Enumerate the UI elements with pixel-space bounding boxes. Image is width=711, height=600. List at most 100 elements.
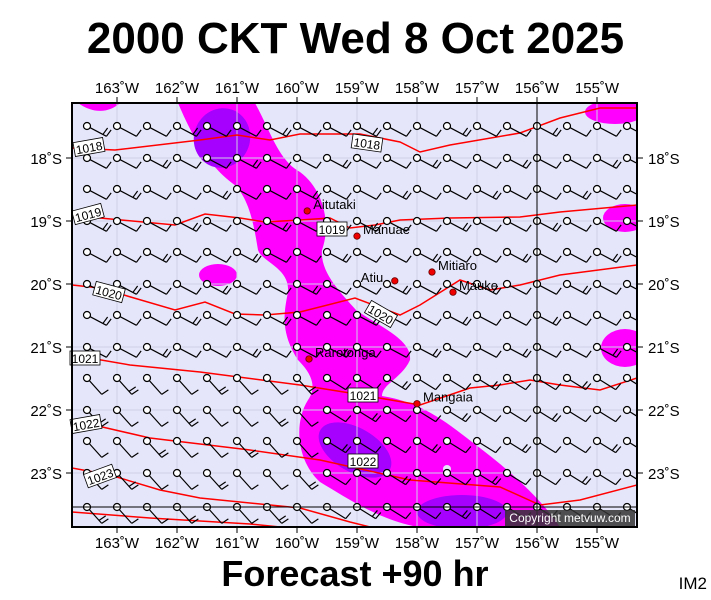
isobar-label: 1020 xyxy=(363,299,399,329)
wind-barb xyxy=(142,373,169,395)
wind-barb xyxy=(112,247,142,263)
lon-label: 160˚W xyxy=(275,535,320,552)
wind-barb xyxy=(472,279,502,295)
wind-barb xyxy=(592,184,622,200)
place-dot xyxy=(305,355,313,363)
wind-barb xyxy=(142,121,172,137)
wind-barb xyxy=(442,247,472,263)
wind-barb xyxy=(472,184,502,200)
wind-barb xyxy=(592,247,622,263)
wind-barb xyxy=(412,310,442,326)
wind-barb xyxy=(472,436,502,454)
lon-label: 163˚W xyxy=(95,80,140,97)
wind-barb xyxy=(202,373,229,395)
wind-barb xyxy=(472,373,502,391)
wind-barb xyxy=(412,436,442,454)
lat-label: 21˚S xyxy=(30,340,62,357)
wind-barb xyxy=(562,373,592,391)
wind-barb xyxy=(232,468,259,490)
wind-barb xyxy=(412,373,442,391)
wind-barb xyxy=(502,436,532,454)
lat-label: 21˚S xyxy=(648,340,680,357)
wind-barb xyxy=(502,121,532,137)
svg-text:1022: 1022 xyxy=(350,455,377,469)
wind-barb xyxy=(502,310,532,326)
wind-barb xyxy=(262,373,289,395)
wind-barb xyxy=(202,216,232,232)
wind-barb xyxy=(202,247,232,263)
place-dot xyxy=(391,277,399,285)
wind-barb xyxy=(142,153,172,169)
wind-barb xyxy=(562,342,592,358)
svg-text:1018: 1018 xyxy=(75,139,104,157)
wind-barb xyxy=(412,342,442,358)
wind-barb xyxy=(502,184,532,200)
wind-barb xyxy=(622,373,637,385)
wind-barb xyxy=(502,342,532,358)
isobar-1019 xyxy=(72,204,637,229)
wind-barb xyxy=(592,279,622,295)
wind-barb xyxy=(352,121,382,137)
place-label: Rarotonga xyxy=(315,345,376,360)
lon-label: 161˚W xyxy=(215,535,260,552)
wind-barb xyxy=(472,405,502,423)
wind-barb xyxy=(322,468,352,486)
lon-label: 158˚W xyxy=(395,80,440,97)
wind-barb xyxy=(202,468,229,490)
isobar-label: 1019 xyxy=(71,202,105,225)
wind-barb xyxy=(562,405,592,423)
wind-barb xyxy=(412,216,442,232)
wind-barb xyxy=(82,121,112,137)
wind-barb xyxy=(442,468,472,486)
isobar-label: 1022 xyxy=(69,414,103,434)
wind-barb xyxy=(232,342,262,358)
lon-label: 159˚W xyxy=(335,535,380,552)
wind-barb xyxy=(112,153,142,169)
wind-barb xyxy=(622,468,637,480)
lat-label: 18˚S xyxy=(30,151,62,168)
wind-barb xyxy=(442,373,472,391)
wind-barb xyxy=(172,405,199,427)
wind-barb xyxy=(292,436,319,458)
wind-barb xyxy=(322,247,352,263)
lon-label: 157˚W xyxy=(455,535,500,552)
wind-barb xyxy=(592,468,622,486)
wind-barb xyxy=(562,279,592,295)
place-dot xyxy=(303,207,311,215)
wind-barb xyxy=(592,153,622,169)
wind-barb xyxy=(622,184,637,195)
wind-barb xyxy=(232,279,262,295)
axis-ticks: 163˚W 163˚W 162˚W 162˚W 161˚W 161˚W 160˚W 160˚W… xyxy=(30,80,679,552)
wind-barb xyxy=(562,216,592,232)
lon-label: 155˚W xyxy=(575,80,620,97)
wind-barb xyxy=(442,184,472,200)
wind-barb xyxy=(172,373,199,395)
wind-barb xyxy=(112,373,139,395)
wind-barb xyxy=(202,153,232,169)
wind-barb xyxy=(622,121,637,132)
place-mauke: Mauke xyxy=(449,278,498,296)
wind-barb xyxy=(322,279,352,295)
wind-barb xyxy=(622,247,637,258)
lon-label: 162˚W xyxy=(155,535,200,552)
wind-barb xyxy=(172,247,202,263)
wind-barb xyxy=(622,436,637,448)
place-mitiaro: Mitiaro xyxy=(428,258,477,276)
wind-barb xyxy=(262,184,292,200)
svg-text:1019: 1019 xyxy=(319,223,346,237)
heavy-rain-patch xyxy=(417,495,507,527)
wind-barb xyxy=(232,310,262,326)
wind-barb xyxy=(142,279,172,295)
place-label: Atiu xyxy=(361,270,383,285)
lon-label: 163˚W xyxy=(95,535,140,552)
wind-barb xyxy=(292,405,319,427)
wind-barb xyxy=(502,468,532,486)
wind-barb xyxy=(382,247,412,263)
wind-barb xyxy=(472,342,502,358)
wind-barb xyxy=(262,121,292,137)
wind-barb xyxy=(592,342,622,358)
wind-barb xyxy=(472,153,502,169)
lon-label: 156˚W xyxy=(515,80,560,97)
wind-barb xyxy=(232,153,262,169)
wind-barb xyxy=(622,310,637,321)
